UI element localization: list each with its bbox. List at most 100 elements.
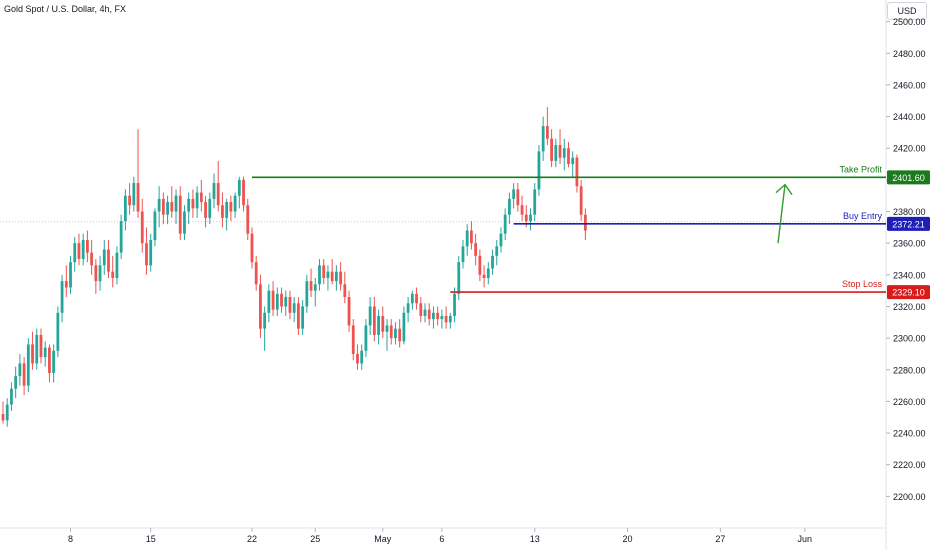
candle-body [280,293,283,307]
candle-body [541,126,545,152]
candle-body [364,325,368,351]
candle-body [183,211,186,234]
candle-body [5,404,9,421]
currency-selector[interactable]: USD [887,2,927,20]
candle-body [503,214,507,234]
candle-body [81,240,85,259]
candle-body [153,211,157,241]
candle-body [427,309,431,320]
candle-body [94,265,98,282]
candle-body [136,183,140,212]
x-tick-label: May [374,534,392,544]
candle-body [389,325,393,339]
candle-body [73,243,77,263]
candle-body [297,303,300,329]
candle-body [550,138,553,161]
candle-body [1,414,5,421]
candle-body [292,303,296,313]
candle-body [575,157,579,187]
candle-body [128,195,131,206]
candle-body [465,230,469,247]
candle-body [461,246,465,263]
candle-body [545,126,549,139]
y-tick-label: 2440.00 [893,112,926,122]
candle-body [474,243,478,256]
x-tick-label: 15 [146,534,156,544]
candle-body [562,148,566,158]
target-arrow-shaft [777,184,786,244]
candle-body [415,293,418,304]
candle-body [537,151,541,190]
candle-body [14,376,18,389]
candle-body [423,309,427,316]
candle-body [499,233,503,247]
candle-body [516,189,520,206]
candle-body [360,350,364,364]
candle-body [225,202,229,218]
candle-body [432,312,435,320]
y-tick-label: 2300.00 [893,334,926,344]
candle-body [419,303,423,316]
candle-body [377,315,380,335]
candle-body [275,293,279,310]
candle-body [161,198,165,215]
buy-entry-price-value: 2372.21 [892,219,925,229]
candle-body [347,296,351,326]
candle-body [26,344,30,386]
candle-body [191,198,195,209]
y-tick-label: 2220.00 [893,460,926,470]
candle-body [288,296,292,313]
candle-body [567,148,570,165]
candle-body [216,183,220,206]
candle-body [90,252,94,266]
candle-body [208,198,212,218]
candle-body [157,198,161,212]
candle-body [31,344,34,364]
candle-body [524,214,528,222]
x-tick-label: 6 [439,534,444,544]
candle-body [132,183,136,206]
candle-body [284,296,288,307]
candle-body [35,334,39,364]
candle-body [86,240,89,253]
candle-body [326,271,330,278]
candle-body [246,205,250,234]
candle-body [69,262,72,288]
candle-body [343,284,347,297]
candle-body [233,195,237,212]
candle-body [60,281,64,313]
candle-body [520,205,524,215]
x-tick-label: 13 [530,534,540,544]
y-tick-label: 2240.00 [893,429,926,439]
candle-body [533,189,537,215]
candle-body [52,350,56,373]
candle-body [322,265,326,278]
take-profit-price-value: 2401.60 [892,173,925,183]
candle-body [115,252,119,278]
candle-body [385,325,389,332]
candle-body [10,388,13,405]
candle-body [64,281,68,288]
y-tick-label: 2200.00 [893,492,926,502]
candle-body [453,293,456,316]
y-tick-label: 2420.00 [893,144,926,154]
buy-entry-price-tag [887,216,930,231]
candle-body [259,284,262,329]
candle-body [410,293,414,304]
candle-body [178,195,182,234]
candle-body [305,281,309,307]
buy-entry-label: Buy Entry [843,211,883,221]
x-tick-label: 25 [310,534,320,544]
candle-body [398,328,402,342]
candle-body [372,306,376,335]
candle-body [22,363,26,386]
x-tick-label: Jun [798,534,813,544]
candle-body [440,315,444,320]
candle-body [436,312,440,320]
y-tick-label: 2320.00 [893,302,926,312]
candle-body [267,290,271,313]
candle-body [56,312,60,351]
candle-body [107,249,110,272]
